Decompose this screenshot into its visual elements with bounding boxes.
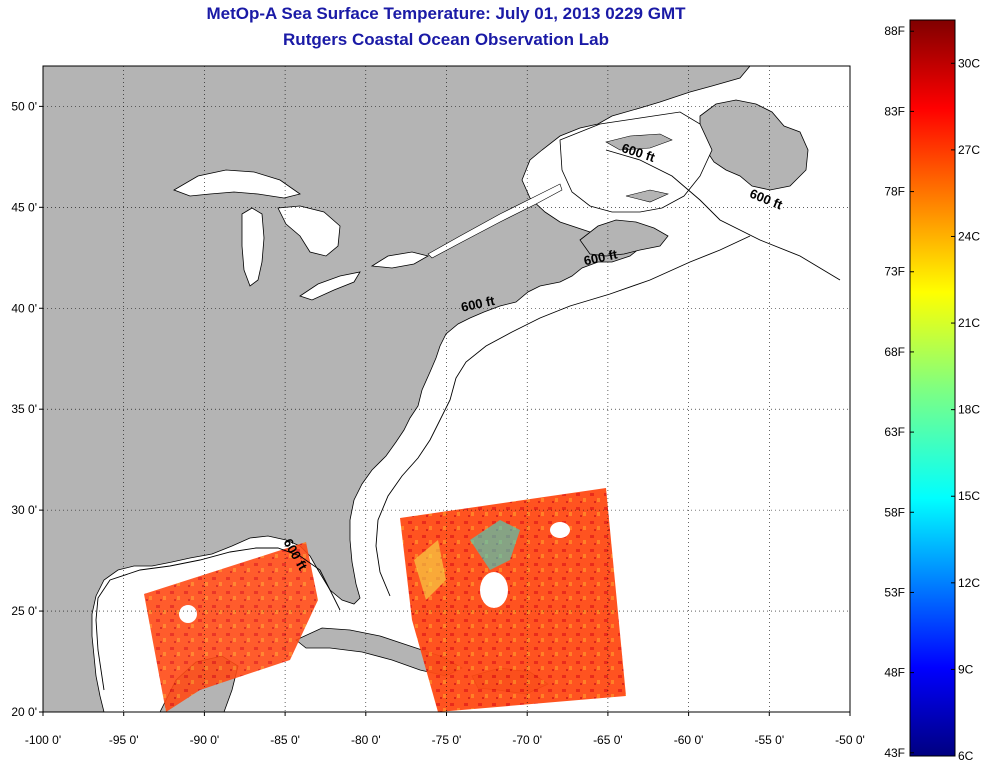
lake-huron	[277, 205, 341, 257]
isobath-label: 600 ft	[582, 246, 619, 268]
colorbar-c-label: 12C	[958, 576, 980, 590]
colorbar-f-label: 83F	[884, 104, 905, 118]
colorbar-f-label: 58F	[884, 505, 905, 519]
x-tick-label: -55 0'	[754, 733, 784, 747]
colorbar-c-label: 9C	[958, 662, 974, 676]
land-newfoundland	[699, 99, 809, 191]
colorbar-f-label: 53F	[884, 585, 905, 599]
x-tick-label: -95 0'	[109, 733, 139, 747]
lake-erie	[299, 271, 361, 301]
x-tick-label: -75 0'	[432, 733, 462, 747]
y-tick-label: 50 0'	[11, 99, 37, 113]
land-north-america	[43, 66, 751, 712]
st-lawrence-river	[427, 183, 563, 259]
gulf-st-lawrence	[559, 111, 713, 213]
x-tick-label: -50 0'	[835, 733, 865, 747]
colorbar-f-label: 43F	[884, 746, 905, 760]
colorbar	[909, 19, 956, 757]
y-tick-label: 20 0'	[11, 705, 37, 719]
colorbar-f-label: 68F	[884, 345, 905, 359]
cloud-gap	[550, 522, 570, 538]
x-tick-label: -80 0'	[351, 733, 381, 747]
x-tick-label: -90 0'	[190, 733, 220, 747]
y-tick-label: 40 0'	[11, 301, 37, 315]
cloud-gap	[179, 605, 197, 623]
lake-michigan	[241, 207, 265, 287]
x-tick-label: -70 0'	[512, 733, 542, 747]
pei-island	[625, 189, 669, 203]
map-grid	[43, 66, 850, 712]
y-tick-label: 25 0'	[11, 604, 37, 618]
colorbar-c-label: 6C	[958, 749, 974, 763]
colorbar-f-label: 73F	[884, 265, 905, 279]
colorbar-c-label: 30C	[958, 56, 980, 70]
colorbar-f-label: 63F	[884, 425, 905, 439]
colorbar-c-label: 24C	[958, 229, 980, 243]
colorbar-c-label: 21C	[958, 316, 980, 330]
colorbar-f-label: 88F	[884, 24, 905, 38]
map-title: MetOp-A Sea Surface Temperature: July 01…	[206, 4, 686, 23]
colorbar-celsius-labels: 30C 27C 24C 21C 18C 15C 12C 9C 6C	[951, 56, 980, 763]
y-axis: 20 0' 25 0' 30 0' 35 0' 40 0' 45 0' 50 0'	[11, 99, 43, 719]
anticosti-island	[605, 133, 673, 151]
cloud-gap	[480, 572, 508, 608]
y-tick-label: 45 0'	[11, 200, 37, 214]
x-tick-label: -65 0'	[593, 733, 623, 747]
cool-water-patch	[470, 520, 520, 570]
warm-water-patch	[414, 540, 446, 600]
x-axis: -100 0' -95 0' -90 0' -85 0' -80 0' -75 0' -70…	[25, 712, 865, 747]
map-subtitle: Rutgers Coastal Ocean Observation Lab	[283, 30, 609, 49]
colorbar-f-label: 78F	[884, 185, 905, 199]
sst-swath-atlantic	[400, 488, 626, 712]
colorbar-fahrenheit-labels: 88F 83F 78F 73F 68F 63F 58F 53F 48F 43F	[884, 24, 914, 760]
colorbar-c-label: 15C	[958, 489, 980, 503]
colorbar-f-label: 48F	[884, 666, 905, 680]
lake-superior	[173, 169, 301, 199]
y-tick-label: 30 0'	[11, 503, 37, 517]
x-tick-label: -60 0'	[674, 733, 704, 747]
colorbar-c-label: 18C	[958, 403, 980, 417]
x-tick-label: -85 0'	[270, 733, 300, 747]
x-tick-label: -100 0'	[25, 733, 61, 747]
isobath-600ft	[95, 149, 841, 691]
isobath-label: 600 ft	[460, 293, 497, 315]
sst-swath-gulf	[144, 542, 318, 712]
land-nova-scotia	[579, 219, 669, 257]
y-tick-label: 35 0'	[11, 402, 37, 416]
colorbar-c-label: 27C	[958, 143, 980, 157]
lake-ontario	[370, 251, 430, 269]
